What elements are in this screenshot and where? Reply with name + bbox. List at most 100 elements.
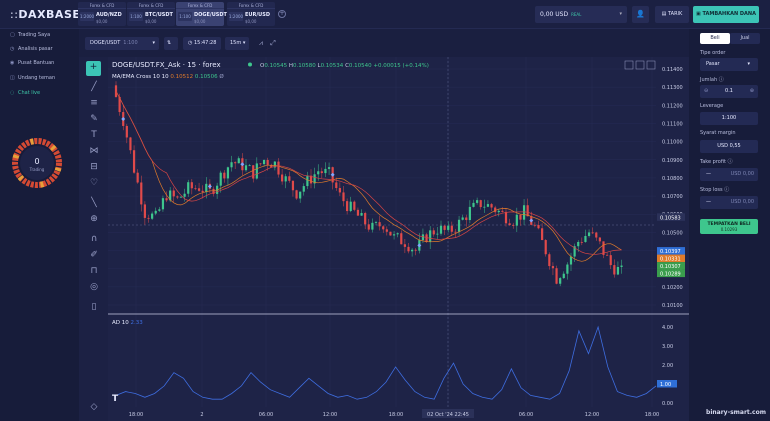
price-label-box (657, 213, 685, 221)
candle-body (255, 163, 258, 179)
candle-body (165, 198, 168, 201)
sell-tab[interactable]: Jual (730, 33, 760, 44)
asset-tab-eur-usd[interactable]: Forex & CFD 1:2000 EUR/USD $0,00 (227, 2, 275, 26)
trash-icon[interactable]: ▯ (91, 302, 97, 312)
amount-stepper[interactable]: ⊖ 0.1 ⊕ (700, 85, 758, 98)
take-profit-field[interactable]: — USD 0,00 (700, 168, 758, 181)
sidebar-item-invite[interactable]: ◫ Undang teman (10, 75, 56, 81)
candle-body (248, 165, 251, 167)
text-icon[interactable]: T (91, 130, 97, 140)
ad-tick: 3.00 (662, 344, 673, 350)
time-tick: 18:00 (645, 412, 659, 418)
sidebar-item-help[interactable]: ◉ Pusat Bantuan (10, 60, 55, 66)
deposit-button[interactable]: ▣ TAMBAHKAN DANA (693, 6, 759, 23)
interval-selector[interactable]: 15m ▾ (225, 37, 249, 50)
asset-tab-category: Forex & CFD (176, 2, 224, 9)
user-icon[interactable]: 👤 (632, 6, 649, 23)
fullscreen-icon[interactable]: ⤢ (270, 39, 276, 47)
candle-body (252, 165, 255, 179)
crosshair-time-box (422, 409, 474, 418)
indicators-icon[interactable]: ⩘ (259, 39, 263, 47)
add-tab-icon[interactable]: + (278, 10, 286, 18)
brand-logo[interactable]: ::DAXBASE (10, 8, 81, 21)
heart-icon[interactable]: ♡ (89, 178, 99, 188)
ma-line-red (115, 91, 622, 255)
ruler-icon[interactable]: ╲ (91, 198, 97, 208)
balance-amount: 0,00 USD (540, 11, 569, 18)
balance-selector[interactable]: 0,00 USD REAL ▾ (535, 6, 627, 23)
zoom-icon[interactable]: ⊕ (90, 214, 98, 224)
order-type-select[interactable]: Pasar ▾ (700, 58, 758, 71)
pencil-lock-icon[interactable]: ✐ (90, 250, 98, 260)
layers-icon[interactable]: ◇ (90, 402, 98, 412)
time-tick: 2 (200, 412, 203, 418)
candle-body (378, 222, 381, 227)
price-tick: 0.10700 (662, 194, 683, 200)
margin-value: USD 0,55 (700, 140, 758, 153)
candle-body (476, 200, 479, 203)
minus-icon[interactable]: ⊖ (704, 88, 709, 94)
asset-tab-aud-nzd[interactable]: Forex & CFD 1:2000 AUD/NZD $0,00 (78, 2, 126, 26)
ohlc-high: 0.10580 (293, 63, 316, 69)
candle-body (309, 175, 313, 184)
asset-tab-category: Forex & CFD (227, 2, 275, 9)
balance-type: REAL (571, 12, 582, 17)
place-buy-label: TEMPATKAN BELI (707, 222, 751, 227)
chart-corner-buttons[interactable] (624, 60, 656, 70)
compare-icon[interactable]: ⇅ (164, 37, 178, 50)
buy-tab[interactable]: Beli (700, 33, 730, 44)
clock-icon: ◷ (188, 40, 194, 46)
price-chart[interactable]: 4.003.002.001.000.001.00 0.114000.113000… (108, 57, 689, 421)
lock-icon[interactable]: ⊓ (90, 266, 98, 276)
price-tick: 0.10500 (662, 230, 683, 236)
candle-body (519, 214, 522, 220)
candle-body (512, 225, 515, 226)
asset-tab-doge-usdt[interactable]: Forex & CFD 1:100 DOGE/USDT $0,00 (176, 2, 227, 26)
candle-body (400, 233, 403, 245)
ma-cross-marker (330, 172, 335, 177)
withdraw-button[interactable]: ▤ TARIK (655, 6, 689, 23)
sidebar-item-analysis[interactable]: ◷ Analisis pasar (10, 46, 53, 52)
price-tick: 0.11000 (662, 140, 683, 146)
sidebar-item-trading[interactable]: ▢ Trading Saya (10, 32, 51, 38)
chart-title: DOGE/USDT.FX_Ask · 15 · forex (112, 61, 221, 69)
leverage-field[interactable]: 1:100 (700, 112, 758, 125)
ohlc-open: 0.10545 (264, 63, 287, 69)
trend-line-icon[interactable]: ╱ (91, 82, 97, 92)
amount-label: Jumlah ⓘ (700, 77, 724, 83)
margin-label: Syarat margin (700, 130, 736, 136)
pattern-icon[interactable]: ⋈ (89, 146, 99, 156)
plus-icon[interactable]: ⊕ (749, 88, 754, 94)
brush-icon[interactable]: ✎ (90, 114, 98, 124)
eye-icon[interactable]: ◎ (90, 282, 98, 292)
asset-tab-btc-usdt[interactable]: Forex & CFD 1:100 BTC/USDT $0,00 (127, 2, 175, 26)
candle-body (317, 171, 320, 175)
asset-tab-leverage: 1:100 (178, 12, 192, 21)
horizontal-lines-icon[interactable]: ≡ (90, 98, 98, 108)
asset-tab-leverage: 1:2000 (229, 12, 244, 21)
candle-body (270, 164, 273, 168)
chart-icon: ◷ (10, 46, 15, 52)
stop-loss-field[interactable]: — USD 0,00 (700, 196, 758, 209)
sidebar-item-chat[interactable]: ◌ Chat live (10, 90, 41, 96)
candle-body (281, 174, 284, 182)
candle-body (479, 200, 482, 208)
symbol-selector[interactable]: DOGE/USDT 1:100 ▾ (85, 37, 159, 50)
chart-toolbar: DOGE/USDT 1:100 ▾ ⇅ ◷ 15:47:28 15m ▾ ⩘ ⤢ (79, 29, 689, 57)
ad-tick: 4.00 (662, 325, 673, 331)
candle-body (429, 230, 432, 243)
price-tick: 0.11100 (662, 121, 683, 127)
fib-icon[interactable]: ⊟ (90, 162, 98, 172)
magnet-icon[interactable]: ∩ (90, 234, 98, 244)
bank-icon: ▤ (661, 11, 668, 17)
crosshair-icon[interactable]: + (86, 61, 101, 76)
order-type-label: Tipe order (700, 50, 726, 56)
candle-body (522, 205, 526, 220)
candle-body (327, 167, 331, 169)
place-buy-button[interactable]: TEMPATKAN BELI 0.10293 (700, 219, 758, 234)
ad-tick: 2.00 (662, 363, 673, 369)
candle-body (602, 241, 605, 255)
candle-body (403, 244, 406, 247)
time-tick: 12:00 (323, 412, 337, 418)
candle-body (179, 196, 183, 198)
